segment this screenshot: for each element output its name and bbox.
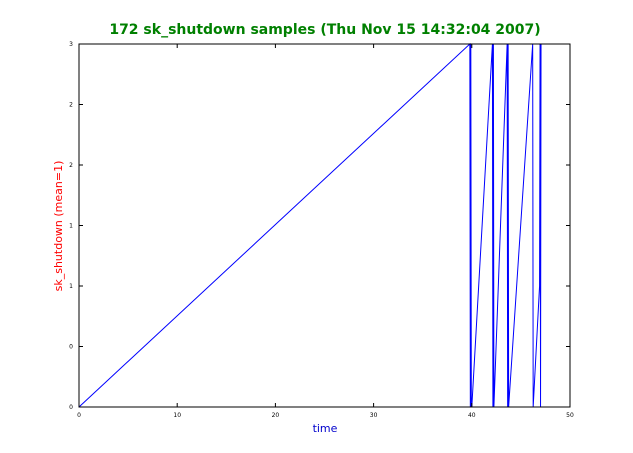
series-layer xyxy=(78,42,542,408)
series-line-0 xyxy=(78,42,542,408)
x-tick-label-5: 50 xyxy=(566,412,574,419)
plot-frame xyxy=(78,43,571,408)
x-tick-label-3: 30 xyxy=(370,412,378,419)
y-tick-label-3: 1 xyxy=(69,223,73,230)
y-tick-label-5: 2 xyxy=(69,102,73,109)
x-axis-label: time xyxy=(313,422,338,435)
y-tick-label-1: 0 xyxy=(69,344,73,351)
y-tick-label-4: 2 xyxy=(69,162,73,169)
x-tick-label-0: 0 xyxy=(77,412,81,419)
y-axis-label: sk_shutdown (mean=1) xyxy=(52,161,65,292)
x-tick-label-4: 40 xyxy=(468,412,476,419)
y-tick-label-2: 1 xyxy=(69,283,73,290)
y-tick-label-0: 0 xyxy=(69,404,73,411)
x-tick-label-1: 10 xyxy=(173,412,181,419)
chart-title: 172 sk_shutdown samples (Thu Nov 15 14:3… xyxy=(109,22,540,38)
x-tick-label-2: 20 xyxy=(272,412,280,419)
y-tick-label-6: 3 xyxy=(69,41,73,48)
